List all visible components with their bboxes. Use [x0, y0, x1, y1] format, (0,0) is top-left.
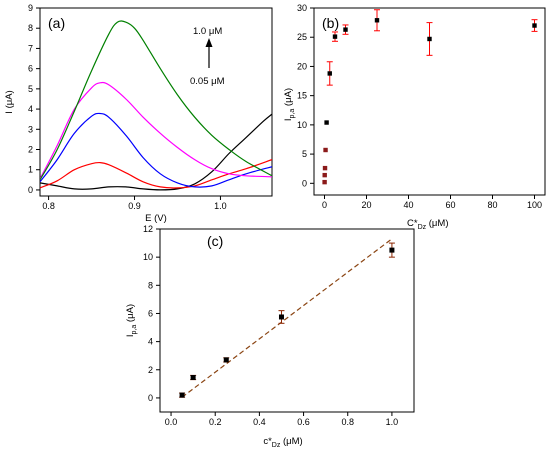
- series-line-4: [40, 20, 272, 181]
- y-tick-label: 0: [148, 393, 153, 403]
- x-tick-label: 0.6: [297, 417, 310, 427]
- x-tick-label: 0.8: [42, 201, 55, 211]
- x-tick-label: 1.0: [386, 417, 399, 427]
- y-tick-label: 2: [28, 145, 33, 155]
- y-tick-label: 25: [297, 32, 307, 42]
- y-tick-label: 4: [28, 104, 33, 114]
- data-point: [223, 357, 229, 363]
- y-tick-label: 0: [28, 185, 33, 195]
- x-axis-label: E (V): [145, 213, 167, 224]
- y-tick-label: 12: [143, 224, 153, 234]
- x-tick-label: 0.8: [341, 417, 354, 427]
- data-point: [190, 375, 196, 381]
- y-label-sub: p,a: [289, 109, 296, 119]
- y-tick-label: 10: [297, 120, 307, 130]
- x-tick-label: 0.2: [209, 417, 222, 427]
- data-point: [532, 23, 537, 28]
- x-tick-label: 80: [487, 200, 497, 210]
- y-tick-label: 4: [148, 337, 153, 347]
- annotation-top: 1.0 μM: [193, 26, 222, 37]
- y-tick-label: 7: [28, 43, 33, 53]
- y-tick-label: 20: [297, 61, 307, 71]
- plot-frame: [313, 7, 546, 196]
- series-line-2: [40, 112, 272, 188]
- y-tick-label: 9: [28, 3, 33, 13]
- y-tick-label: 3: [28, 124, 33, 134]
- x-tick-label: 0.9: [128, 201, 141, 211]
- x-tick-label: 1.0: [214, 201, 227, 211]
- series-line-0: [40, 113, 272, 191]
- x-tick-label: 0: [322, 200, 327, 210]
- y-tick-label: 8: [148, 280, 153, 290]
- data-point: [427, 36, 432, 42]
- x-label-sub: Dz: [418, 224, 427, 231]
- y-tick-label: 15: [297, 91, 307, 101]
- y-tick-label: 2: [148, 365, 153, 375]
- x-axis-label: C*Dz (μM): [407, 218, 448, 231]
- data-point: [322, 172, 327, 178]
- y-tick-label: 0: [302, 178, 307, 188]
- data-point: [327, 71, 332, 76]
- x-label-sub: Dz: [272, 442, 281, 449]
- data-point: [179, 392, 185, 398]
- y-tick-label: 5: [28, 84, 33, 94]
- y-axis-label: Ip,a (μA): [125, 304, 138, 337]
- panel-label: (c): [207, 233, 223, 249]
- panel-c: 0.0 0.2 0.4 0.6 0.8 1.0 0 2 4 6 8 10 12 (c) c*Dz (μM) I…: [125, 224, 415, 449]
- x-label-unit: (μM): [426, 218, 448, 229]
- data-point: [374, 18, 380, 23]
- data-point: [322, 179, 327, 185]
- y-axis-label: I (μA): [4, 90, 15, 113]
- plot-frame: [159, 228, 415, 413]
- x-tick-label: 40: [403, 200, 413, 210]
- x-tick-label: 20: [361, 200, 371, 210]
- data-point: [323, 147, 328, 153]
- x-label-main: c*: [263, 436, 272, 447]
- x-tick-label: 100: [527, 200, 542, 210]
- x-label-unit: (μM): [280, 436, 302, 447]
- data-point: [389, 247, 395, 253]
- x-label-main: C*: [407, 218, 418, 229]
- data-point: [343, 27, 348, 32]
- y-tick-label: 10: [143, 252, 153, 262]
- y-label-main: I: [283, 118, 294, 121]
- y-tick-label: 1: [28, 165, 33, 175]
- data-point: [332, 34, 338, 39]
- y-tick-label: 6: [148, 308, 153, 318]
- x-tick-label: 0.4: [253, 417, 266, 427]
- curves: [40, 20, 272, 191]
- x-axis-label: c*Dz (μM): [263, 436, 302, 449]
- panel-label: (a): [48, 15, 65, 31]
- x-tick-label: 0.0: [165, 417, 178, 427]
- panel-label: (b): [322, 15, 339, 31]
- y-label-main: I: [125, 334, 136, 337]
- data-point: [278, 314, 284, 320]
- data-point: [324, 120, 329, 125]
- data-point: [322, 165, 328, 171]
- y-label-sub: p,a: [131, 325, 138, 335]
- annotation-arrowhead: [205, 38, 213, 47]
- plot-frame: [39, 7, 273, 197]
- panel-a: 0.8 0.9 1.0 0 1 2 3 4 5 6 7 8 9 (a) E (V) I (μA) 1.0 μM 0…: [4, 3, 273, 224]
- x-tick-label: 60: [445, 200, 455, 210]
- y-label-unit: (μA): [125, 304, 136, 325]
- y-axis-label: Ip,a (μA): [283, 88, 296, 121]
- series-line-1: [40, 159, 272, 189]
- panel-b: 0 20 40 60 80 100 0 5 10 15 20 25 30 (b) C*Dz (μM) Ip,a…: [283, 3, 546, 231]
- y-tick-label: 6: [28, 64, 33, 74]
- y-label-unit: (μA): [283, 88, 294, 109]
- series-line-3: [40, 81, 272, 180]
- annotation-bottom: 0.05 μM: [190, 76, 225, 87]
- y-tick-label: 5: [302, 149, 307, 159]
- y-tick-label: 30: [297, 3, 307, 13]
- fit-line: [181, 238, 393, 398]
- y-tick-label: 8: [28, 23, 33, 33]
